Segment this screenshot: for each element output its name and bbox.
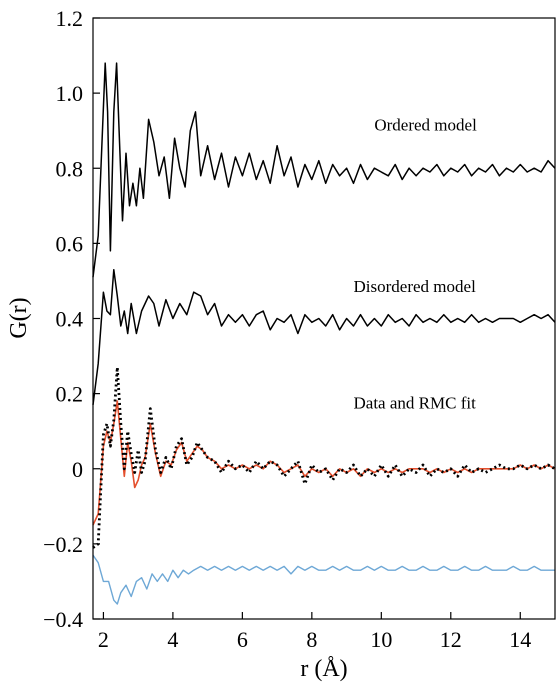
y-axis-title: G(r) xyxy=(6,297,32,338)
x-tick-label: 12 xyxy=(440,627,462,652)
rmc-fit-line xyxy=(93,401,555,525)
x-tick-label: 4 xyxy=(167,627,178,652)
difference-line xyxy=(93,555,555,604)
x-tick-label: 2 xyxy=(98,627,109,652)
annotation-data-rmc-fit: Data and RMC fit xyxy=(354,394,477,413)
x-tick-label: 8 xyxy=(306,627,317,652)
y-tick-label: 1.0 xyxy=(56,81,84,106)
ordered-model-line xyxy=(93,63,555,277)
y-tick-label: 0.8 xyxy=(56,156,84,181)
annotation-layer: Ordered model Disordered model Data and RM… xyxy=(354,116,478,413)
series-layer xyxy=(93,63,555,604)
x-tick-label: 14 xyxy=(509,627,531,652)
y-tick-label: 0 xyxy=(72,457,83,482)
data-line xyxy=(93,367,555,547)
y-tick-label: 0.2 xyxy=(56,382,84,407)
annotation-ordered-model: Ordered model xyxy=(374,116,477,135)
annotation-disordered-model: Disordered model xyxy=(354,277,477,296)
disordered-model-line xyxy=(93,270,555,405)
x-tick-label: 10 xyxy=(370,627,392,652)
y-tick-label: 1.2 xyxy=(56,6,84,31)
y-tick-label: 0.6 xyxy=(56,231,84,256)
x-tick-label: 6 xyxy=(237,627,248,652)
y-tick-label: 0.4 xyxy=(56,307,84,332)
tick-layer: 2 4 6 8 10 12 14 −0.4 −0.2 0 0.2 0.4 0.6 0.8 1.0 1.2 xyxy=(43,6,531,652)
y-tick-label: −0.4 xyxy=(43,607,83,632)
y-tick-label: −0.2 xyxy=(43,532,83,557)
x-axis-title: r (Å) xyxy=(300,656,347,682)
